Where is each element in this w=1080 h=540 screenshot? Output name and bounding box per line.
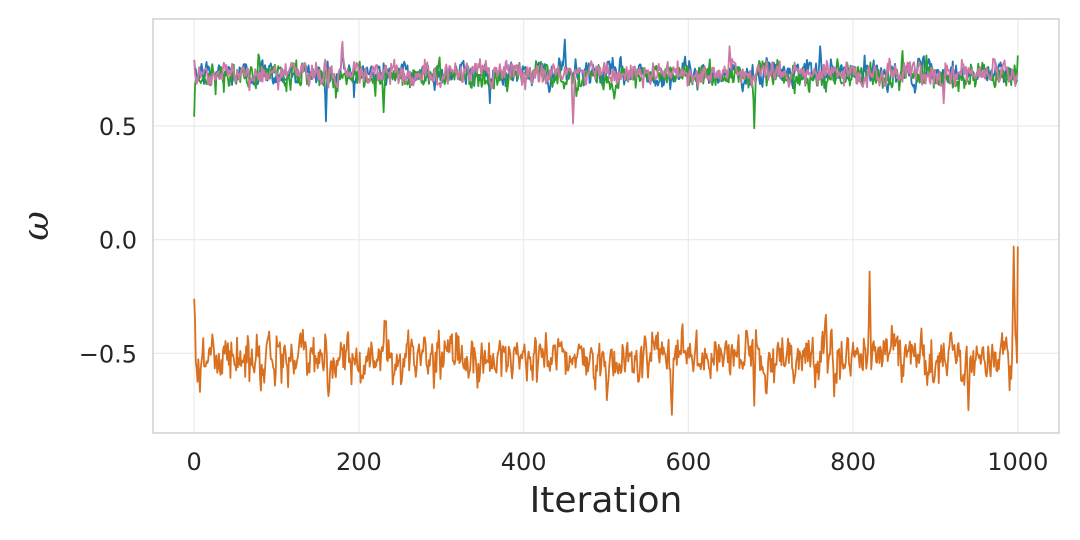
x-tick-label: 600 [665,448,711,476]
x-grid [193,19,1019,433]
x-tick-labels: 0 200 400 600 800 1000 [187,448,1049,476]
series-line-2 [193,49,1019,130]
y-grid [153,125,1059,354]
x-tick-label: 0 [187,448,202,476]
plot-area [152,18,1060,434]
series-line-4 [193,245,1019,416]
y-tick-label: 0.5 [99,113,137,141]
x-tick-label: 1000 [987,448,1048,476]
y-tick-label: −0.5 [79,340,137,368]
plot-frame [152,18,1060,434]
y-axis-label: ω [16,211,57,240]
series-line-3 [193,40,1019,125]
series-lines [193,38,1019,416]
y-tick-labels: −0.5 0.0 0.5 [79,113,137,368]
x-axis-label: Iteration [530,480,683,521]
y-tick-label: 0.0 [99,227,137,255]
x-tick-label: 200 [336,448,382,476]
x-tick-label: 400 [501,448,547,476]
x-tick-label: 800 [830,448,876,476]
